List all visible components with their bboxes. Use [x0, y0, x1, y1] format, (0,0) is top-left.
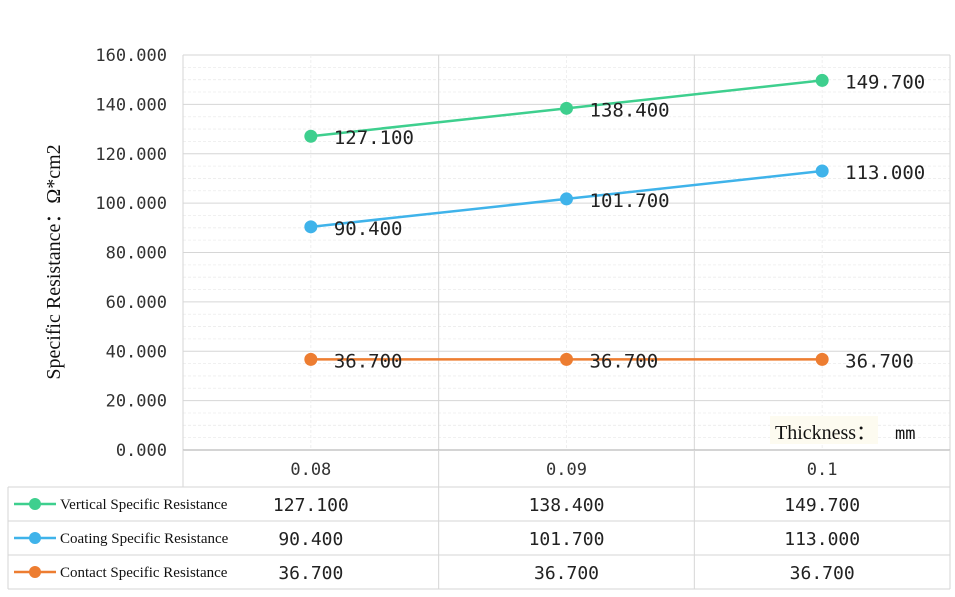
legend-label: Contact Specific Resistance — [60, 565, 228, 581]
data-table: 0.08 0.09 0.1 Vertical Specific Resistance 1… — [7, 450, 951, 590]
x-axis-unit: mm — [895, 424, 915, 444]
y-axis-label: Specific Resistance：Ω*cm2 — [43, 144, 65, 379]
table-cell: 149.700 — [784, 495, 860, 516]
y-tick-label: 140.000 — [95, 95, 167, 115]
x-axis-label: Thickness： mm — [770, 416, 915, 444]
data-label: 90.400 — [334, 218, 403, 240]
data-point — [560, 352, 573, 366]
table-cell: 101.700 — [529, 529, 605, 550]
data-label: 36.700 — [334, 350, 403, 372]
table-cell: 127.100 — [273, 495, 349, 516]
y-tick-label: 100.000 — [95, 194, 167, 214]
x-axis-label-text: Thickness： — [775, 422, 876, 444]
y-tick-label: 20.000 — [106, 392, 167, 412]
legend-marker — [29, 498, 41, 510]
table-cell: 36.700 — [790, 563, 855, 584]
x-tick-label: 0.1 — [807, 460, 838, 480]
table-cell: 90.400 — [278, 529, 343, 550]
data-point — [304, 129, 318, 143]
y-axis-ticks: 0.000 20.000 40.000 60.000 80.000 100.000 120.… — [95, 46, 167, 461]
y-tick-label: 40.000 — [106, 342, 167, 362]
data-point — [560, 192, 573, 206]
legend-label: Vertical Specific Resistance — [60, 497, 228, 513]
data-label: 101.700 — [590, 190, 670, 212]
data-label: 149.700 — [845, 71, 925, 93]
table-cell: 36.700 — [278, 563, 343, 584]
legend-marker — [29, 566, 41, 578]
data-point — [304, 352, 318, 366]
data-label: 36.700 — [845, 350, 914, 372]
data-label: 127.100 — [334, 127, 414, 149]
y-tick-label: 60.000 — [106, 293, 167, 313]
grid — [182, 54, 951, 451]
y-tick-label: 160.000 — [95, 46, 167, 66]
series-lines: 127.100 138.400 149.700 90.400 101.700 113.00… — [304, 71, 925, 372]
data-label: 113.000 — [845, 162, 925, 184]
table-cell: 138.400 — [529, 495, 605, 516]
data-point — [815, 73, 829, 87]
data-point — [815, 352, 829, 366]
y-tick-label: 120.000 — [95, 145, 167, 165]
data-label: 138.400 — [590, 99, 670, 121]
data-label: 36.700 — [590, 350, 659, 372]
legend-marker — [29, 532, 41, 544]
data-point — [304, 220, 318, 234]
table-cell: 113.000 — [784, 529, 860, 550]
x-tick-label: 0.08 — [290, 460, 331, 480]
y-tick-label: 0.000 — [116, 441, 167, 461]
data-point — [560, 101, 573, 115]
table-cell: 36.700 — [534, 563, 599, 584]
y-tick-label: 80.000 — [106, 244, 167, 264]
data-point — [815, 164, 829, 178]
legend-label: Coating Specific Resistance — [60, 531, 229, 547]
x-tick-label: 0.09 — [546, 460, 587, 480]
